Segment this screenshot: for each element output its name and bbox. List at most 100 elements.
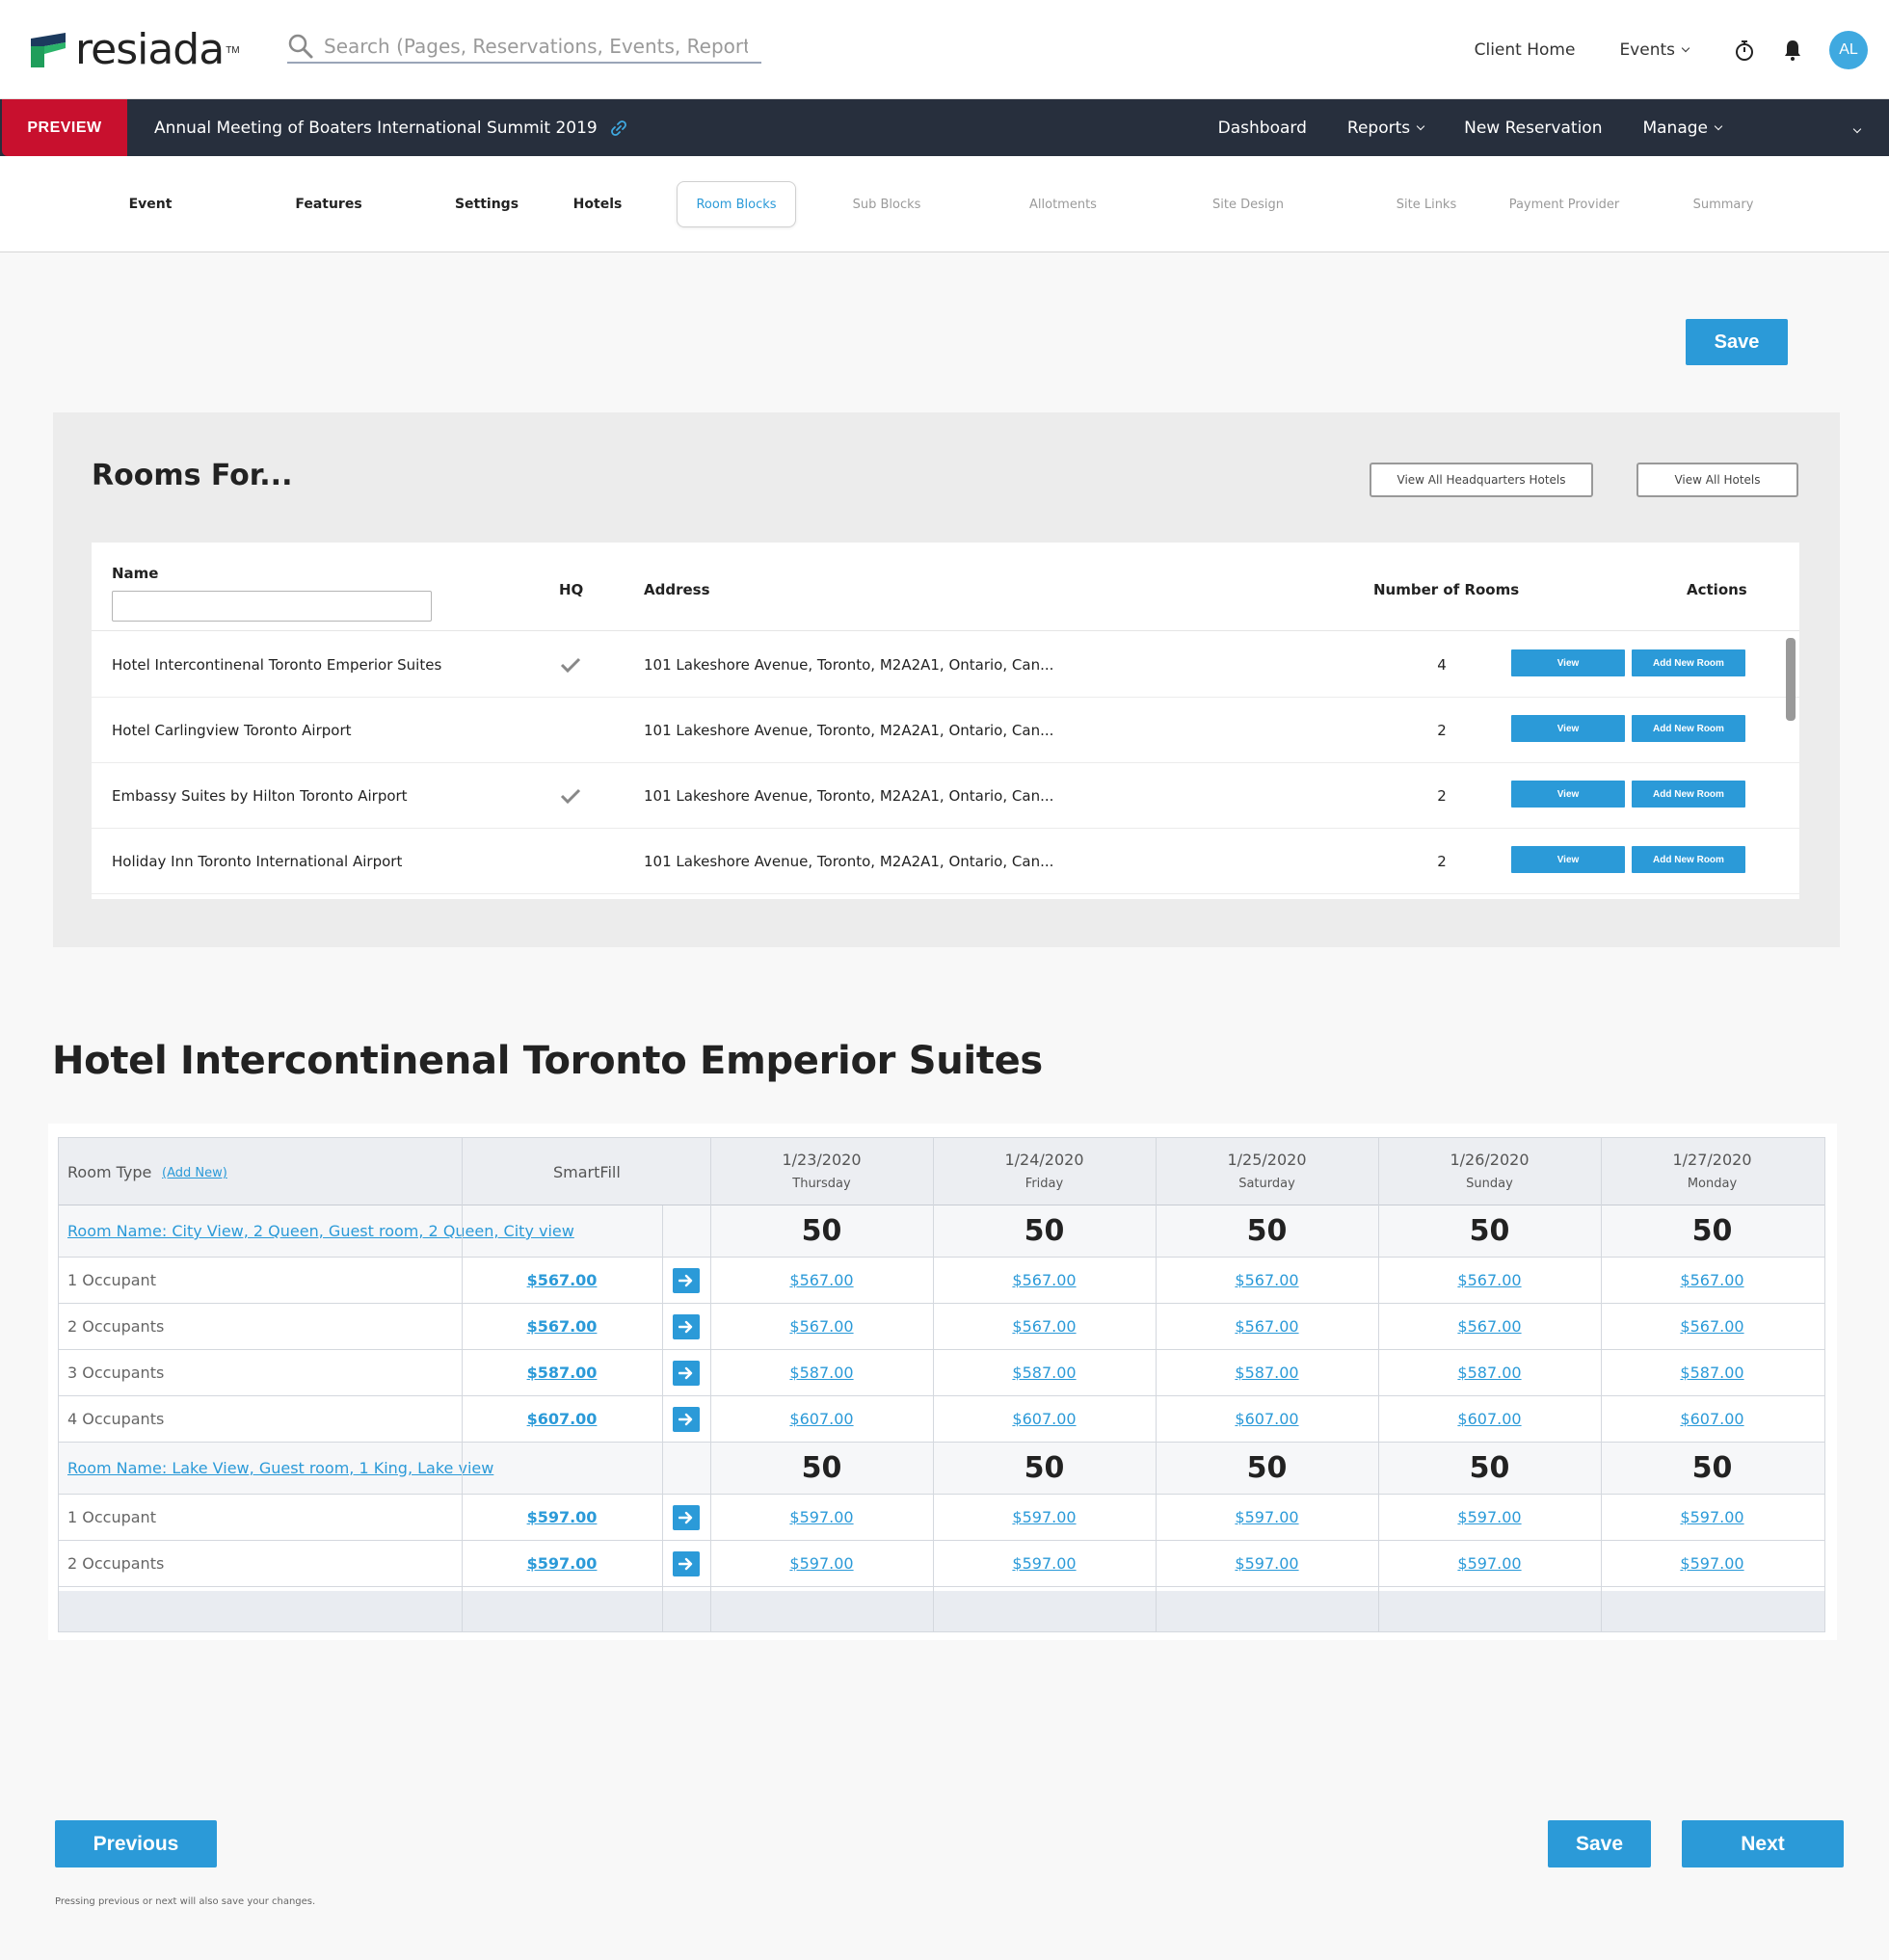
step-hotels[interactable]: Hotels xyxy=(572,197,623,212)
rate-price-link[interactable]: $607.00 xyxy=(789,1410,854,1428)
bell-icon[interactable] xyxy=(1781,39,1804,62)
rate-price-link[interactable]: $567.00 xyxy=(1680,1271,1744,1289)
nav-new-reservation[interactable]: New Reservation xyxy=(1464,119,1602,138)
room-name-link[interactable]: Room Name: Lake View, Guest room, 1 King… xyxy=(67,1459,494,1477)
rate-price-link[interactable]: $587.00 xyxy=(1457,1364,1522,1382)
smartfill-price-link[interactable]: $607.00 xyxy=(526,1410,598,1428)
nav-reports[interactable]: Reports xyxy=(1347,119,1425,138)
rate-price-link[interactable]: $587.00 xyxy=(1012,1364,1077,1382)
search-input[interactable] xyxy=(324,35,748,58)
add-new-room-button[interactable]: Add New Room xyxy=(1632,846,1745,873)
date-header: 1/27/2020 xyxy=(1672,1151,1752,1169)
client-home-label: Client Home xyxy=(1474,40,1576,60)
rate-price-link[interactable]: $567.00 xyxy=(1235,1317,1299,1336)
rate-price-link[interactable]: $607.00 xyxy=(1012,1410,1077,1428)
top-nav: Client Home Events AL xyxy=(1475,29,1889,71)
room-name-link[interactable]: Room Name: City View, 2 Queen, Guest roo… xyxy=(67,1222,574,1240)
avatar[interactable]: AL xyxy=(1829,31,1868,69)
next-button[interactable]: Next xyxy=(1682,1820,1844,1867)
rate-price-link[interactable]: $597.00 xyxy=(1457,1554,1522,1573)
previous-button[interactable]: Previous xyxy=(55,1820,217,1867)
smartfill-price-link[interactable]: $567.00 xyxy=(526,1271,598,1289)
rate-price-link[interactable]: $567.00 xyxy=(1235,1271,1299,1289)
search-icon[interactable] xyxy=(287,33,314,60)
add-new-room-button[interactable]: Add New Room xyxy=(1632,715,1745,742)
stopwatch-icon[interactable] xyxy=(1733,39,1756,62)
rate-price-link[interactable]: $597.00 xyxy=(789,1508,854,1526)
smartfill-price-link[interactable]: $567.00 xyxy=(526,1317,598,1336)
rate-price-link[interactable]: $597.00 xyxy=(1012,1508,1077,1526)
rate-price-link[interactable]: $587.00 xyxy=(789,1364,854,1382)
rate-price-link[interactable]: $567.00 xyxy=(1457,1317,1522,1336)
hotels-table-header: Name HQ Address Number of Rooms Actions xyxy=(92,543,1799,631)
rate-price-link[interactable]: $607.00 xyxy=(1457,1410,1522,1428)
smartfill-apply-button[interactable] xyxy=(673,1551,700,1576)
smartfill-price-link[interactable]: $587.00 xyxy=(526,1364,598,1382)
nav-new-reservation-label: New Reservation xyxy=(1464,118,1603,138)
view-all-hotels-button[interactable]: View All Hotels xyxy=(1636,463,1798,497)
smartfill-apply-button[interactable] xyxy=(673,1314,700,1339)
rate-price-link[interactable]: $607.00 xyxy=(1680,1410,1744,1428)
client-home-link[interactable]: Client Home xyxy=(1475,40,1576,60)
rate-price-link[interactable]: $567.00 xyxy=(1012,1271,1077,1289)
date-header: 1/26/2020 xyxy=(1450,1151,1530,1169)
save-bottom-button[interactable]: Save xyxy=(1548,1820,1651,1867)
nav-manage[interactable]: Manage xyxy=(1642,119,1723,138)
rate-price-link[interactable]: $607.00 xyxy=(1235,1410,1299,1428)
view-hotel-button[interactable]: View xyxy=(1511,649,1625,676)
hotels-table-scrollbar[interactable] xyxy=(1786,638,1796,721)
rate-price-link[interactable]: $567.00 xyxy=(1457,1271,1522,1289)
brand-logo[interactable]: resiada TM xyxy=(31,29,240,71)
rate-price-link[interactable]: $567.00 xyxy=(1680,1317,1744,1336)
step-summary[interactable]: Summary xyxy=(1692,197,1754,212)
rate-price-link[interactable]: $567.00 xyxy=(789,1317,854,1336)
nav-dashboard[interactable]: Dashboard xyxy=(1218,119,1307,138)
events-label: Events xyxy=(1619,40,1675,60)
view-hotel-button[interactable]: View xyxy=(1511,715,1625,742)
smartfill-apply-button[interactable] xyxy=(673,1268,700,1293)
rate-price-link[interactable]: $567.00 xyxy=(1012,1317,1077,1336)
link-icon[interactable] xyxy=(609,119,628,138)
view-hotel-button[interactable]: View xyxy=(1511,781,1625,808)
rate-price-link[interactable]: $597.00 xyxy=(1235,1554,1299,1573)
step-site-links[interactable]: Site Links xyxy=(1396,197,1457,212)
step-payment-provider[interactable]: Payment Provider xyxy=(1508,197,1620,212)
hotels-table: Name HQ Address Number of Rooms Actions … xyxy=(92,543,1799,899)
rate-price-link[interactable]: $597.00 xyxy=(1235,1508,1299,1526)
room-count: 50 xyxy=(1246,1451,1288,1485)
view-hotel-button[interactable]: View xyxy=(1511,846,1625,873)
save-button[interactable]: Save xyxy=(1686,319,1788,365)
smartfill-apply-button[interactable] xyxy=(673,1361,700,1386)
name-filter-input[interactable] xyxy=(112,591,432,622)
step-event[interactable]: Event xyxy=(128,197,173,212)
arrow-right-icon xyxy=(678,1557,693,1571)
smartfill-price-link[interactable]: $597.00 xyxy=(526,1554,598,1573)
date-header: 1/24/2020 xyxy=(1004,1151,1084,1169)
rate-price-link[interactable]: $567.00 xyxy=(789,1271,854,1289)
step-allotments[interactable]: Allotments xyxy=(1029,197,1097,212)
event-bar-expand-button[interactable] xyxy=(1847,119,1862,137)
rate-price-link[interactable]: $587.00 xyxy=(1235,1364,1299,1382)
smartfill-apply-button[interactable] xyxy=(673,1505,700,1530)
rate-price-link[interactable]: $597.00 xyxy=(1680,1554,1744,1573)
step-sub-blocks[interactable]: Sub Blocks xyxy=(852,197,921,212)
room-name-row: Room Name: City View, 2 Queen, Guest roo… xyxy=(59,1205,1824,1258)
view-hq-hotels-button[interactable]: View All Headquarters Hotels xyxy=(1370,463,1593,497)
rate-price-link[interactable]: $597.00 xyxy=(1012,1554,1077,1573)
rate-price-link[interactable]: $597.00 xyxy=(1457,1508,1522,1526)
save-note: Pressing previous or next will also save… xyxy=(55,1896,316,1907)
resiada-logo-icon xyxy=(31,33,66,67)
add-new-room-type-link[interactable]: (Add New) xyxy=(162,1166,227,1180)
events-dropdown[interactable]: Events xyxy=(1619,40,1690,60)
step-settings[interactable]: Settings xyxy=(454,197,519,212)
step-features[interactable]: Features xyxy=(295,197,362,212)
rate-price-link[interactable]: $597.00 xyxy=(789,1554,854,1573)
smartfill-price-link[interactable]: $597.00 xyxy=(526,1508,598,1526)
step-site-design[interactable]: Site Design xyxy=(1212,197,1284,212)
add-new-room-button[interactable]: Add New Room xyxy=(1632,781,1745,808)
step-room-blocks[interactable]: Room Blocks xyxy=(677,181,796,227)
smartfill-apply-button[interactable] xyxy=(673,1407,700,1432)
add-new-room-button[interactable]: Add New Room xyxy=(1632,649,1745,676)
rate-price-link[interactable]: $597.00 xyxy=(1680,1508,1744,1526)
rate-price-link[interactable]: $587.00 xyxy=(1680,1364,1744,1382)
